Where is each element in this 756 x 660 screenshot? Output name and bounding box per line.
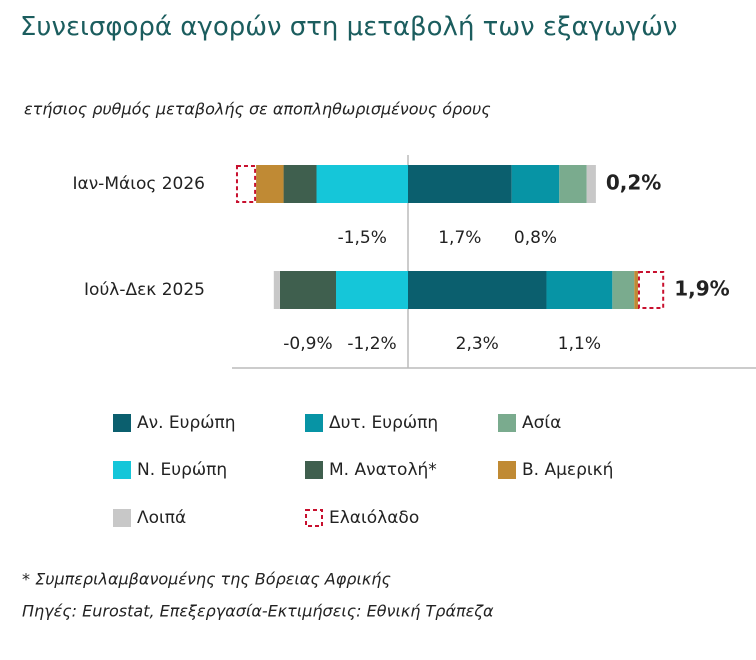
legend-label: Δυτ. Ευρώπη (329, 413, 438, 433)
bar-segment (336, 271, 408, 309)
legend-swatch (305, 414, 323, 432)
legend-swatch (113, 414, 131, 432)
bar-segment (546, 271, 613, 309)
bar-segment (637, 271, 665, 309)
bar-segment (634, 271, 638, 309)
legend-label: Ασία (522, 413, 561, 433)
value-label: 0,8% (514, 228, 557, 248)
legend-swatch (305, 461, 323, 479)
legend-label: Ν. Ευρώπη (137, 460, 227, 480)
total-label: 0,2% (606, 171, 661, 195)
category-label: Ιούλ-Δεκ 2025 (84, 280, 205, 300)
source: Πηγές: Eurostat, Επεξεργασία-Εκτιμήσεις:… (22, 602, 494, 621)
value-label: 2,3% (456, 334, 499, 354)
legend-label: Μ. Ανατολή* (329, 460, 437, 480)
value-label: 1,7% (438, 228, 481, 248)
legend-swatch (113, 461, 131, 479)
total-label: 1,9% (674, 277, 729, 301)
bar-segment (559, 165, 587, 203)
bar-segment (408, 165, 512, 203)
bar-segment (586, 165, 596, 203)
value-label: -1,5% (338, 228, 387, 248)
category-label: Ιαν-Μάιος 2026 (72, 174, 205, 194)
title-box: Συνεισφορά αγορών στη μεταβολή των εξαγω… (20, 12, 678, 42)
legend-swatch (498, 414, 516, 432)
legend-swatch (498, 461, 516, 479)
bar-segment (612, 271, 635, 309)
bar-segment (279, 271, 337, 309)
chart-title: Συνεισφορά αγορών στη μεταβολή των εξαγω… (20, 12, 678, 42)
value-label: -1,2% (347, 334, 396, 354)
legend-label: Λοιπά (137, 508, 186, 528)
bar-segment (235, 165, 257, 203)
bar-segment (408, 271, 547, 309)
legend-swatch (113, 509, 131, 527)
legend-swatch (305, 509, 323, 527)
bar-segment (283, 165, 317, 203)
value-label: -0,9% (283, 334, 332, 354)
bar-segment (273, 271, 280, 309)
footnote: * Συμπεριλαμβανομένης της Βόρειας Αφρική… (22, 570, 391, 589)
bar-segment (316, 165, 408, 203)
legend-label: Αν. Ευρώπη (137, 413, 236, 433)
legend-label: Β. Αμερική (522, 460, 613, 480)
legend-label: Ελαιόλαδο (329, 508, 419, 528)
value-label: 1,1% (558, 334, 601, 354)
bar-segment (511, 165, 560, 203)
bar-segment (256, 165, 284, 203)
chart-subtitle: ετήσιος ρυθμός μεταβολής σε αποπληθωρισμ… (24, 100, 491, 119)
